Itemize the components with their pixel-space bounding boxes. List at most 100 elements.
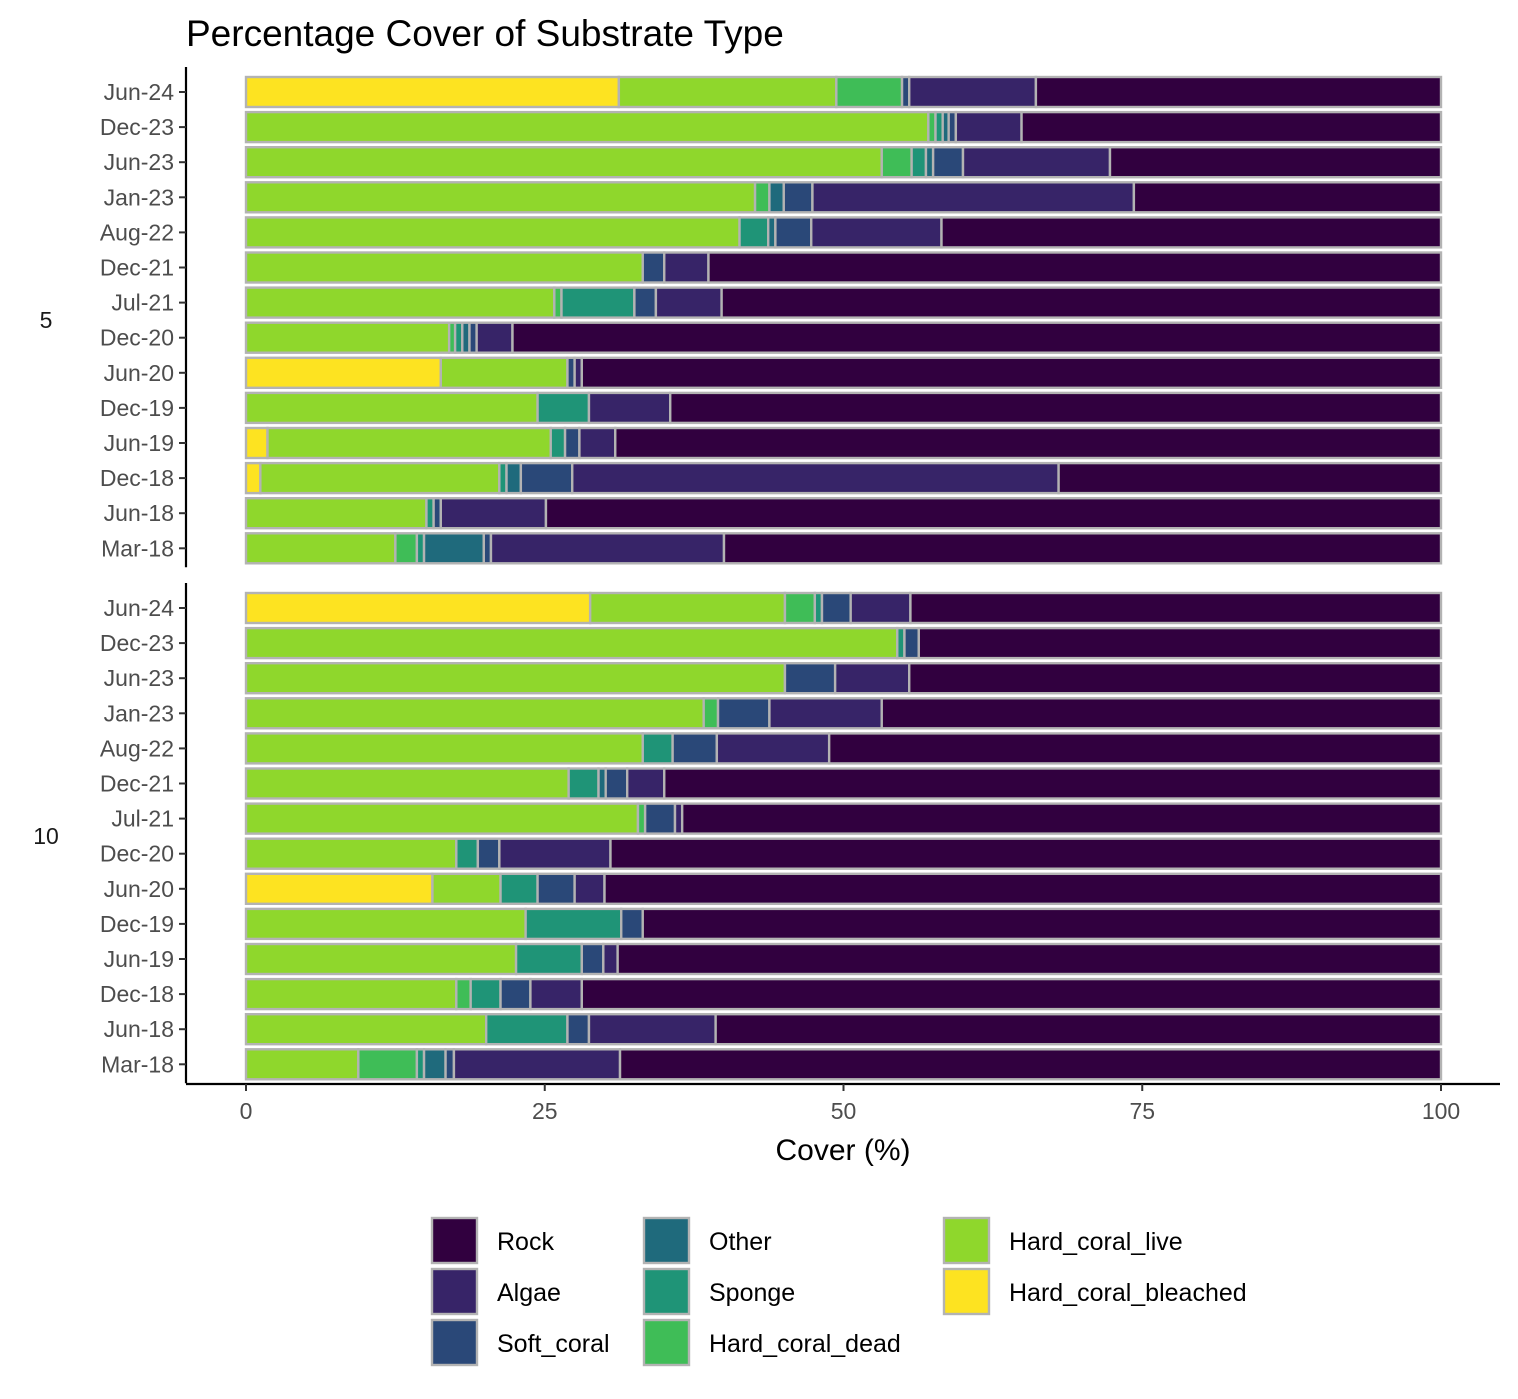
legend-item-other: Other <box>642 1216 772 1265</box>
segment-rock <box>909 591 1443 625</box>
segment-soft-coral <box>580 942 605 976</box>
y-tick-label: Dec-18 <box>100 981 174 1007</box>
y-tick-label: Aug-22 <box>100 735 174 761</box>
segment-hard-coral-live <box>266 426 552 460</box>
legend-item-hard-coral-live: Hard_coral_live <box>942 1216 1183 1265</box>
segment-hard-coral-live <box>244 1048 360 1081</box>
segment-soft-coral <box>671 732 719 765</box>
segment-other <box>768 181 785 214</box>
panel-5: Jun-24 Dec-23 Jun-23 Jan-23 Aug-22 Dec-21 Jul-… <box>40 67 1443 568</box>
segment-rock <box>1132 181 1443 214</box>
bar-5-dec-18 <box>244 461 1443 495</box>
segment-sponge <box>910 145 928 179</box>
segment-hard-coral-dead <box>835 75 904 109</box>
bar-5-dec-20 <box>244 321 1443 354</box>
legend-label: Hard_coral_dead <box>709 1330 901 1358</box>
bar-10-dec-18 <box>244 977 1443 1011</box>
bar-5-jun-20 <box>244 356 1443 389</box>
segment-rock <box>720 286 1443 319</box>
segment-hard-coral-live <box>244 767 570 800</box>
legend-item-rock: Rock <box>430 1216 554 1265</box>
segment-sponge <box>484 1013 569 1046</box>
bar-10-dec-20 <box>244 837 1443 870</box>
segment-rock <box>614 426 1443 460</box>
segment-algae <box>578 426 617 460</box>
segment-hard-coral-dead <box>394 532 419 565</box>
y-tick-label: Dec-19 <box>100 911 174 937</box>
legend-label: Soft_coral <box>497 1330 610 1358</box>
y-tick-label: Jul-21 <box>111 806 174 832</box>
segment-hard-coral-live <box>244 626 899 660</box>
y-tick-label: Jun-19 <box>104 430 174 456</box>
legend-label: Hard_coral_live <box>1009 1228 1183 1256</box>
segment-algae <box>833 662 911 695</box>
bar-5-aug-22 <box>244 216 1443 249</box>
segment-other <box>422 532 486 565</box>
segment-rock <box>641 907 1443 941</box>
segment-hard-coral-dead <box>753 181 771 214</box>
y-tick-label: Dec-18 <box>100 465 174 491</box>
bar-10-dec-23 <box>244 626 1443 660</box>
panel-label-5: 5 <box>40 307 53 333</box>
segment-hard-coral-live <box>244 181 757 214</box>
segment-rock <box>940 216 1443 249</box>
segment-rock <box>680 802 1443 835</box>
bar-5-jun-18 <box>244 497 1443 530</box>
segment-algae <box>587 391 672 425</box>
segment-algae <box>811 181 1136 214</box>
segment-hard-coral-live <box>244 391 539 425</box>
legend-item-hard-coral-dead: Hard_coral_dead <box>642 1318 901 1367</box>
segment-sponge <box>641 732 674 765</box>
segment-hard-coral-live <box>439 356 569 389</box>
y-tick-label: Jun-24 <box>104 595 175 621</box>
segment-hard-coral-bleached <box>244 426 269 460</box>
segment-sponge <box>524 907 623 941</box>
segment-hard-coral-live <box>244 145 883 179</box>
segment-algae <box>602 942 619 976</box>
bar-10-jan-23 <box>244 697 1443 730</box>
segment-algae <box>954 110 1023 144</box>
y-tick-label: Jan-23 <box>104 700 174 726</box>
segment-hard-coral-live <box>244 110 930 144</box>
bar-10-dec-21 <box>244 767 1443 800</box>
y-tick-label: Jun-23 <box>104 149 174 175</box>
y-tick-label: Aug-22 <box>100 219 174 245</box>
bar-10-jun-18 <box>244 1013 1443 1046</box>
segment-hard-coral-bleached <box>244 356 442 389</box>
bar-10-aug-22 <box>244 732 1443 765</box>
x-tick-label: 25 <box>532 1098 558 1124</box>
legend-key <box>430 1267 479 1316</box>
segment-rock <box>714 1013 1443 1046</box>
bar-5-jun-24 <box>244 75 1443 109</box>
segment-rock <box>580 977 1443 1011</box>
segment-algae <box>452 1048 622 1081</box>
segment-soft-coral <box>820 591 852 625</box>
y-tick-label: Jun-18 <box>104 500 174 526</box>
bar-5-dec-23 <box>244 110 1443 144</box>
segment-hard-coral-bleached <box>244 75 621 109</box>
segment-hard-coral-live <box>244 1013 488 1046</box>
y-tick-label: Dec-21 <box>100 255 174 281</box>
segment-algae <box>571 461 1060 495</box>
segment-sponge <box>549 426 567 460</box>
segment-soft-coral <box>476 837 501 870</box>
segment-hard-coral-bleached <box>244 461 262 495</box>
bar-5-jun-23 <box>244 145 1443 179</box>
legend-item-hard-coral-bleached: Hard_coral_bleached <box>942 1267 1247 1316</box>
segment-rock <box>618 1048 1443 1081</box>
segment-rock <box>722 532 1443 565</box>
segment-algae <box>810 216 943 249</box>
segment-algae <box>498 837 612 870</box>
chart-title: Percentage Cover of Substrate Type <box>186 13 784 54</box>
legend-label: Sponge <box>709 1279 795 1307</box>
panel-label-10: 10 <box>33 823 59 849</box>
segment-hard-coral-dead <box>783 591 817 625</box>
segment-sponge <box>567 767 600 800</box>
segment-hard-coral-live <box>244 662 787 695</box>
bar-10-jun-23 <box>244 662 1443 695</box>
segment-rock <box>544 497 1443 530</box>
segment-hard-coral-live <box>588 591 787 625</box>
y-tick-label: Jan-23 <box>104 184 174 210</box>
segment-algae <box>663 251 710 284</box>
y-tick-label: Jun-20 <box>104 360 174 386</box>
